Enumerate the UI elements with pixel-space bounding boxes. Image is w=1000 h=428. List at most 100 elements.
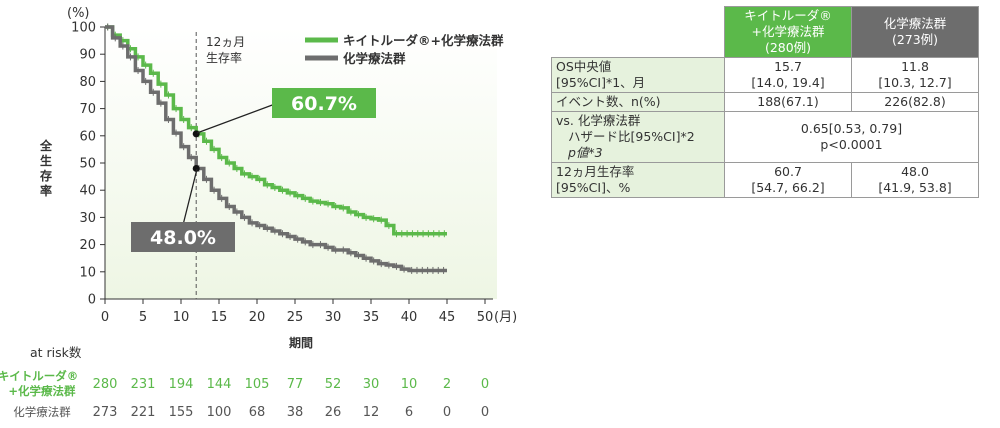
y-tick-label: 70 <box>79 102 96 117</box>
x-tick-label: 35 <box>363 310 380 325</box>
table-row: vs. 化学療法群 ハザード比[95%CI]*2 p値*3 0.65[0.53,… <box>551 111 979 163</box>
row-label-12m-2: [95%CI]、% <box>556 180 631 195</box>
y-tick-label: 50 <box>79 157 96 172</box>
at-risk-value: 280 <box>93 377 118 392</box>
legend-label-1: キイトルーダ®+化学療法群 <box>343 33 504 48</box>
legend: キイトルーダ®+化学療法群 化学療法群 <box>305 33 504 66</box>
x-tick-label: 30 <box>325 310 342 325</box>
at-risk-value: 0 <box>481 377 489 392</box>
cell-os-col2-b: [10.3, 12.7] <box>878 75 952 90</box>
row-label-events: イベント数、n(%) <box>551 92 725 112</box>
km-curve-2 <box>105 25 447 273</box>
at-risk-value: 273 <box>93 405 118 420</box>
x-tick-label: 45 <box>439 310 456 325</box>
cell-os-col2: 11.8 [10.3, 12.7] <box>851 57 979 93</box>
row-label-hr-2: ハザード比[95%CI]*2 <box>568 129 695 144</box>
cell-12m-col1: 60.7 [54.7, 66.2] <box>724 162 852 198</box>
point-12m-2 <box>192 164 200 172</box>
callout-grey-box <box>131 222 235 252</box>
y-unit-label: (%) <box>67 6 90 21</box>
at-risk-value: 2 <box>443 377 451 392</box>
at-risk-value: 221 <box>131 405 156 420</box>
row-label-12m-1: 12ヵ月生存率 <box>556 164 635 179</box>
legend-label-2: 化学療法群 <box>343 51 406 66</box>
at-risk-row2-label-1: 化学療法群 <box>13 405 71 419</box>
callout-green-box <box>272 88 376 118</box>
y-axis-label: 全生存率 <box>39 138 53 198</box>
at-risk-row1-label-1: キイトルーダ® <box>0 369 78 383</box>
header-col1-line1: キイトルーダ® <box>744 8 832 23</box>
y-tick-label: 10 <box>79 265 96 280</box>
at-risk-value: 0 <box>481 405 489 420</box>
km-curve-1 <box>105 25 447 236</box>
at-risk-value: 105 <box>245 377 270 392</box>
x-tick-label: 50 <box>477 310 494 325</box>
at-risk-value: 100 <box>207 405 232 420</box>
ref-line-label-1: 12ヵ月 <box>206 35 245 49</box>
callout-grey-text: 48.0% <box>150 227 216 249</box>
at-risk-value: 68 <box>249 405 266 420</box>
at-risk-value: 12 <box>363 405 380 420</box>
x-tick-label: 25 <box>287 310 304 325</box>
at-risk-row1-label-2: +化学療法群 <box>8 384 76 398</box>
y-tick-label: 100 <box>71 21 96 36</box>
at-risk-value: 26 <box>325 405 342 420</box>
cell-os-col1: 15.7 [14.0, 19.4] <box>724 57 852 93</box>
ref-line-label-2: 生存率 <box>206 50 242 65</box>
at-risk-value: 194 <box>169 377 194 392</box>
y-tick-label: 80 <box>79 75 96 90</box>
table-row: イベント数、n(%) 188(67.1) 226(82.8) <box>551 92 979 112</box>
row-label-os: OS中央値 [95%CI]*1、月 <box>551 57 725 93</box>
x-tick-label: 10 <box>173 310 190 325</box>
row-label-12m: 12ヵ月生存率 [95%CI]、% <box>551 162 725 198</box>
cell-os-col2-a: 11.8 <box>901 59 929 74</box>
row-label-hr-3: p値*3 <box>568 145 603 160</box>
y-tick-label: 30 <box>79 211 96 226</box>
point-12m-1 <box>192 130 200 138</box>
row-label-hr-1: vs. 化学療法群 <box>556 113 641 128</box>
x-axis-label: 期間 <box>289 335 313 350</box>
callout-green-text: 60.7% <box>291 93 357 115</box>
callout-grey: 48.0% <box>131 168 235 252</box>
row-label-os-2: [95%CI]*1、月 <box>556 75 646 90</box>
at-risk-value: 231 <box>131 377 156 392</box>
at-risk-value: 30 <box>363 377 380 392</box>
at-risk-value: 144 <box>207 377 232 392</box>
at-risk-value: 52 <box>325 377 342 392</box>
cell-os-col1-a: 15.7 <box>774 59 802 74</box>
callout-grey-leader <box>182 168 198 226</box>
y-tick-label: 90 <box>79 48 96 63</box>
header-col2: 化学療法群 (273例) <box>851 6 979 58</box>
x-tick-label: 0 <box>101 310 109 325</box>
x-unit-label: (月) <box>494 310 517 325</box>
at-risk-value: 77 <box>287 377 304 392</box>
x-tick-label: 20 <box>249 310 266 325</box>
cell-hr-merged: 0.65[0.53, 0.79] p<0.0001 <box>724 111 979 163</box>
at-risk-title: at risk数 <box>30 345 82 360</box>
cell-12m-col2: 48.0 [41.9, 53.8] <box>851 162 979 198</box>
callout-green: 60.7% <box>196 88 376 134</box>
cell-12m-col2-a: 48.0 <box>901 164 929 179</box>
cell-os-col1-b: [14.0, 19.4] <box>751 75 825 90</box>
cell-12m-col1-a: 60.7 <box>774 164 802 179</box>
cell-p-value: p<0.0001 <box>820 137 883 152</box>
header-col1-line2: +化学療法群 <box>751 24 825 39</box>
at-risk-value: 0 <box>443 405 451 420</box>
header-col2-line1: 化学療法群 <box>883 16 947 31</box>
y-tick-label: 0 <box>88 293 96 308</box>
y-tick-label: 40 <box>79 184 96 199</box>
table-row: OS中央値 [95%CI]*1、月 15.7 [14.0, 19.4] 11.8… <box>551 57 979 93</box>
cell-12m-col1-b: [54.7, 66.2] <box>751 180 825 195</box>
cell-events-col1: 188(67.1) <box>724 92 852 112</box>
header-col1: キイトルーダ® +化学療法群 (280例) <box>724 6 852 58</box>
x-tick-label: 15 <box>211 310 228 325</box>
header-col2-line2: (273例) <box>891 32 939 47</box>
cell-events-col2: 226(82.8) <box>851 92 979 112</box>
table-header-row: キイトルーダ® +化学療法群 (280例) 化学療法群 (273例) <box>551 6 979 58</box>
plot-area <box>105 27 497 299</box>
callout-green-leader <box>196 103 276 134</box>
at-risk-value: 10 <box>401 377 418 392</box>
summary-table: キイトルーダ® +化学療法群 (280例) 化学療法群 (273例) OS中央値… <box>551 6 979 198</box>
at-risk-value: 6 <box>405 405 413 420</box>
